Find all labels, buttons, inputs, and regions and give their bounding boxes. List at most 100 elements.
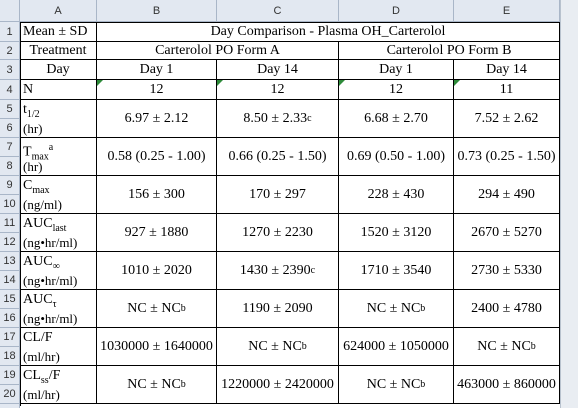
value-cell: 6.97 ± 2.12 [97,100,217,138]
value-text: NC ± NC [248,338,302,354]
cell: N [20,80,97,100]
value-cell: NC ± NC b [454,328,560,366]
value-text: 156 ± 300 [128,186,185,202]
day-header: Day 1 [339,60,454,80]
value-cell: 2730 ± 5330 [454,252,560,290]
parameter-unit: (ng/ml) [23,197,62,212]
row-header: 10 [0,195,20,214]
parameter-sub: max [31,151,49,163]
corner [0,0,20,22]
row-header: 1 [0,22,20,42]
parameter-sub: max [32,184,50,196]
value-cell: NC ± NC b [339,290,454,328]
value-text: 927 ± 1880 [124,224,189,240]
value-cell: 228 ± 430 [339,176,454,214]
footnote-marker: b [180,303,186,314]
parameter-name: CL/F [23,328,53,347]
value-text: 7.52 ± 2.62 [474,110,539,126]
row-header: 2 [0,42,20,60]
parameter-unit: (ml/hr) [23,349,60,364]
row-header: 5 [0,100,20,119]
parameter-main: t [23,102,27,117]
parameter-name: CLss/F [23,366,60,386]
n-value: 12 [217,80,339,100]
parameter-label: Cmax (ng/ml) [20,176,97,214]
value-cell: 8.50 ± 2.33 c [217,100,339,138]
parameter-sub: 1/2 [26,108,40,120]
parameter-sub: τ [52,298,57,310]
footnote-marker: b [180,379,186,390]
day-header: Day 14 [454,60,560,80]
value-cell: NC ± NC b [339,366,454,404]
value-text: 0.69 (0.50 - 1.00) [347,148,445,164]
value-cell: 170 ± 297 [217,176,339,214]
parameter-label: CL/F (ml/hr) [20,328,97,366]
parameter-unit: (ng•hr/ml) [23,273,78,288]
row-header: 16 [0,309,20,328]
parameter-sub: ∞ [52,260,60,272]
value-text: 2730 ± 5330 [471,262,542,278]
value-text: 8.50 ± 2.33 [243,110,308,126]
value-text: 1430 ± 2390 [239,262,311,278]
value-text: 0.58 (0.25 - 1.00) [107,148,206,164]
row-header: 17 [0,328,20,347]
row-header: 13 [0,252,20,271]
value-cell: 7.52 ± 2.62 [454,100,560,138]
row-header [0,404,20,408]
parameter-main: T [23,144,32,160]
parameter-label: AUClast (ng•hr/ml) [20,214,97,252]
value-cell: 6.68 ± 2.70 [339,100,454,138]
cell-title: Day Comparison - Plasma OH_Carterolol [97,22,560,42]
table-border [20,22,560,406]
scrollbar[interactable] [560,0,578,408]
parameter-unit: (hr) [23,159,43,174]
parameter-main: CL [23,368,41,383]
n-value: 12 [97,80,217,100]
footnote-marker: b [301,341,307,352]
parameter-sup: a [48,142,54,153]
day-header: Day 1 [97,60,217,80]
error-indicator [97,80,103,86]
value-cell: 0.66 (0.25 - 1.50) [217,138,339,176]
value-cell: 156 ± 300 [97,176,217,214]
value-text: 1010 ± 2020 [121,262,192,278]
value-text: 463000 ± 860000 [457,376,556,392]
parameter-label: AUC∞ (ng•hr/ml) [20,252,97,290]
value-cell: 1520 ± 3120 [339,214,454,252]
n-value: 12 [339,80,454,100]
footnote-marker: b [530,341,536,352]
value-text: 0.73 (0.25 - 1.50) [457,148,556,164]
column-header: E [454,0,560,22]
parameter-name: Cmax [23,176,50,196]
value-cell: 463000 ± 860000 [454,366,560,404]
row-header: 11 [0,214,20,233]
cell: Treatment [20,42,97,60]
footnote-marker: b [420,303,426,314]
value-text: 6.68 ± 2.70 [364,110,428,126]
value-text: NC ± NC [366,300,421,316]
value-cell: 1710 ± 3540 [339,252,454,290]
row-header: 3 [0,60,20,80]
day-header: Day 14 [217,60,339,80]
value-cell: 1270 ± 2230 [217,214,339,252]
parameter-main: AUC [23,292,53,307]
parameter-name: AUCτ [23,290,57,310]
value-text: 1220000 ± 2420000 [221,376,334,392]
row-header: 7 [0,138,20,157]
value-text: 1710 ± 3540 [360,262,432,278]
value-cell: 927 ± 1880 [97,214,217,252]
value-cell: 294 ± 490 [454,176,560,214]
value-cell: 1430 ± 2390 c [217,252,339,290]
column-header: A [20,0,97,22]
parameter-name: t1/2 [23,100,40,120]
footnote-marker: c [307,113,312,124]
value-cell: 1220000 ± 2420000 [217,366,339,404]
value-cell: 0.73 (0.25 - 1.50) [454,138,560,176]
row-header: 20 [0,385,20,404]
value-text: NC ± NC [477,338,531,354]
parameter-label: Tmaxa (hr) [20,138,97,176]
value-text: 1270 ± 2230 [242,224,313,240]
parameter-main: AUC [23,254,53,269]
value-text: 228 ± 430 [367,186,425,202]
value-text: 0.66 (0.25 - 1.50) [228,148,327,164]
